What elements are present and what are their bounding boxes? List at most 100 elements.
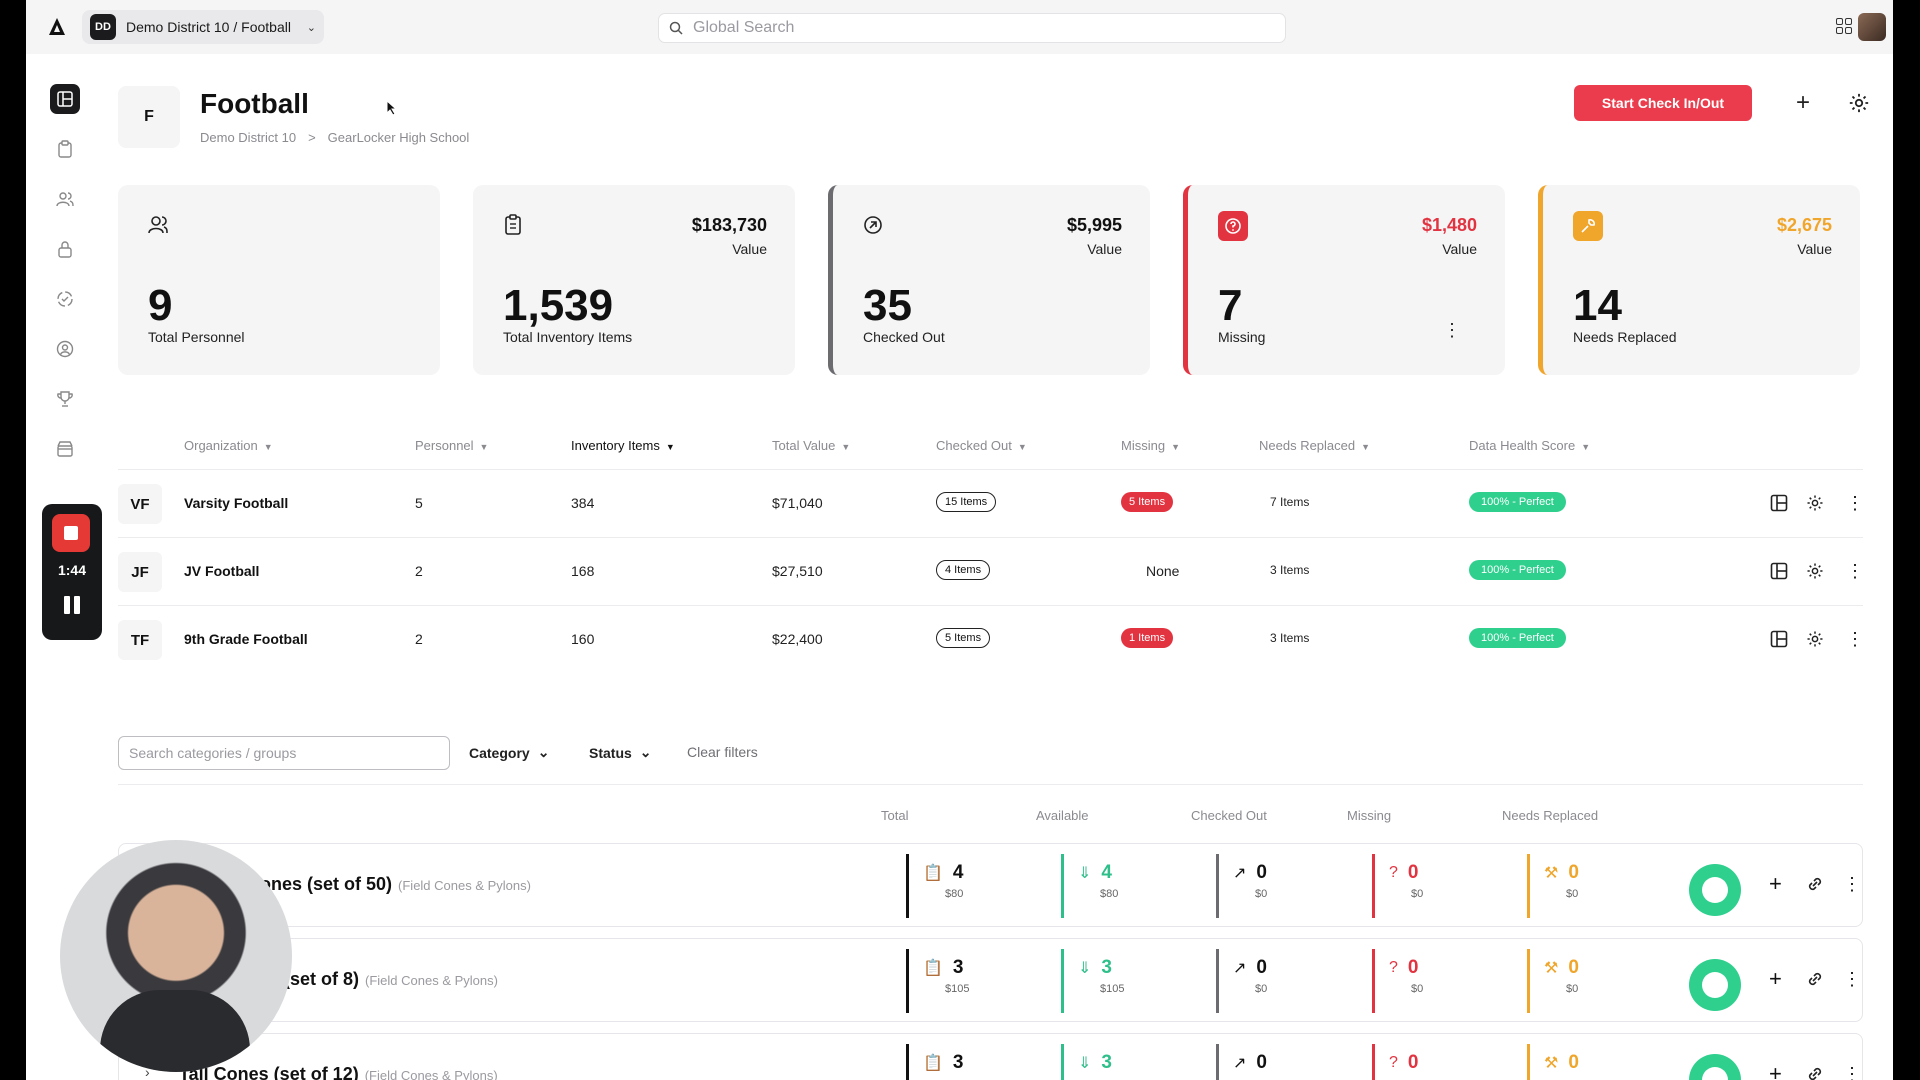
column-header-checked-out[interactable]: Checked Out ▼ bbox=[936, 438, 1027, 453]
settings-gear-icon[interactable] bbox=[1848, 92, 1870, 114]
status-filter-dropdown[interactable]: Status ⌄ bbox=[589, 744, 652, 761]
more-options-icon[interactable]: ⋮ bbox=[1843, 969, 1861, 989]
stat-card-checked-out[interactable]: $5,995 Value 35 Checked Out bbox=[828, 185, 1150, 375]
link-icon[interactable] bbox=[1805, 874, 1825, 894]
category-row[interactable]: › Tall Cones (set of 12) (Field Cones & P… bbox=[118, 1033, 1863, 1080]
add-icon[interactable]: + bbox=[1769, 871, 1782, 896]
more-options-icon[interactable]: ⋮ bbox=[1846, 493, 1864, 513]
column-header-data-health[interactable]: Data Health Score ▼ bbox=[1469, 438, 1591, 453]
gear-icon[interactable] bbox=[1806, 494, 1824, 512]
column-header-missing[interactable]: Missing ▼ bbox=[1121, 438, 1180, 453]
dashboard-icon[interactable] bbox=[1770, 562, 1788, 580]
more-options-icon[interactable]: ⋮ bbox=[1846, 561, 1864, 581]
category-row[interactable]: ons (set of 8) (Field Cones & Pylons) 📋 3 $… bbox=[118, 938, 1863, 1022]
dashboard-icon[interactable] bbox=[1770, 494, 1788, 512]
table-row[interactable]: VF Varsity Football 5 384 $71,040 15 Ite… bbox=[118, 469, 1864, 537]
checkout-icon: ↗ bbox=[1233, 1055, 1247, 1072]
add-icon[interactable]: + bbox=[1769, 1061, 1782, 1080]
lock-icon[interactable] bbox=[50, 234, 80, 264]
org-name[interactable]: Varsity Football bbox=[184, 495, 289, 511]
dashboard-icon[interactable] bbox=[50, 84, 80, 114]
column-header-organization[interactable]: Organization ▼ bbox=[184, 438, 273, 453]
top-bar: DD Demo District 10 / Football ⌄ bbox=[26, 0, 1893, 54]
checked-out-badge[interactable]: 5 Items bbox=[936, 628, 991, 648]
more-options-icon[interactable]: ⋮ bbox=[1443, 320, 1461, 340]
column-header-needs-replaced: Needs Replaced bbox=[1502, 808, 1599, 823]
org-name[interactable]: JV Football bbox=[184, 563, 260, 579]
category-search-input[interactable] bbox=[118, 736, 450, 770]
workspace-switcher[interactable]: DD Demo District 10 / Football ⌄ bbox=[82, 10, 324, 44]
add-icon[interactable]: + bbox=[1769, 966, 1782, 991]
category-name[interactable]: Cones (set of 50) (Field Cones & Pylons) bbox=[247, 874, 531, 894]
inventory-icon[interactable] bbox=[50, 134, 80, 164]
question-icon bbox=[1218, 211, 1248, 241]
column-header-missing: Missing bbox=[1347, 808, 1392, 823]
category-row[interactable]: Cones (set of 50) (Field Cones & Pylons) … bbox=[118, 843, 1863, 927]
global-search[interactable] bbox=[658, 13, 1286, 43]
wrench-icon: ⚒ bbox=[1544, 865, 1559, 882]
checked-out-badge[interactable]: 4 Items bbox=[936, 560, 991, 580]
search-icon bbox=[669, 21, 683, 35]
user-circle-icon[interactable] bbox=[50, 334, 80, 364]
table-row[interactable]: JF JV Football 2 168 $27,510 4 Items Non… bbox=[118, 537, 1864, 605]
store-icon[interactable] bbox=[50, 434, 80, 464]
breadcrumb-district[interactable]: Demo District 10 bbox=[200, 130, 297, 145]
gear-icon[interactable] bbox=[1806, 630, 1824, 648]
column-header-inventory-items[interactable]: Inventory Items ▼ bbox=[571, 438, 675, 453]
stat-value: $1,480 bbox=[1421, 215, 1477, 235]
question-icon: ? bbox=[1389, 1054, 1398, 1071]
stat-card-inventory[interactable]: $183,730 Value 1,539 Total Inventory Ite… bbox=[473, 185, 795, 375]
stat-checked-out: ↗ 0 $0 bbox=[1216, 949, 1267, 1013]
start-check-in-out-button[interactable]: Start Check In/Out bbox=[1574, 85, 1752, 121]
check-in-out-icon[interactable] bbox=[50, 284, 80, 314]
breadcrumb-school[interactable]: GearLocker High School bbox=[327, 130, 470, 145]
missing-badge[interactable]: 5 Items bbox=[1121, 492, 1174, 512]
pause-icon[interactable] bbox=[64, 596, 80, 614]
page-avatar: F bbox=[118, 86, 180, 148]
stop-recording-button[interactable] bbox=[52, 514, 90, 552]
stat-card-missing[interactable]: $1,480 Value 7 Missing ⋮ bbox=[1183, 185, 1505, 375]
dashboard-icon[interactable] bbox=[1770, 630, 1788, 648]
stat-number: 35 bbox=[863, 281, 912, 330]
clear-filters-link[interactable]: Clear filters bbox=[687, 744, 758, 760]
apps-grid-icon[interactable] bbox=[1836, 18, 1852, 34]
column-header-total-value[interactable]: Total Value ▼ bbox=[772, 438, 851, 453]
missing-badge[interactable]: 1 Items bbox=[1121, 628, 1174, 648]
inventory-count: 168 bbox=[571, 563, 595, 579]
global-search-input[interactable] bbox=[693, 19, 1253, 37]
recording-timer: 1:44 bbox=[57, 562, 87, 578]
stat-value-label: Value bbox=[1797, 241, 1832, 257]
stat-needs-replaced: ⚒ 0 $0 bbox=[1527, 949, 1579, 1013]
personnel-icon[interactable] bbox=[50, 184, 80, 214]
webcam-overlay[interactable] bbox=[60, 840, 292, 1072]
category-filter-dropdown[interactable]: Category ⌄ bbox=[469, 744, 550, 761]
breadcrumb: Demo District 10 > GearLocker High Schoo… bbox=[200, 130, 469, 145]
stat-card-personnel[interactable]: 9 Total Personnel bbox=[118, 185, 440, 375]
checked-out-badge[interactable]: 15 Items bbox=[936, 492, 997, 512]
gear-icon[interactable] bbox=[1806, 562, 1824, 580]
link-icon[interactable] bbox=[1805, 969, 1825, 989]
user-avatar[interactable] bbox=[1858, 13, 1886, 41]
app-window: DD Demo District 10 / Football ⌄ bbox=[26, 0, 1893, 1080]
column-header-available: Available bbox=[1036, 808, 1089, 823]
wrench-icon: ⚒ bbox=[1544, 960, 1559, 977]
app-logo-icon[interactable] bbox=[46, 16, 68, 38]
question-icon: ? bbox=[1389, 959, 1398, 976]
more-options-icon[interactable]: ⋮ bbox=[1846, 629, 1864, 649]
stat-label: Needs Replaced bbox=[1573, 329, 1677, 345]
more-options-icon[interactable]: ⋮ bbox=[1843, 1064, 1861, 1080]
trophy-icon[interactable] bbox=[50, 384, 80, 414]
org-name[interactable]: 9th Grade Football bbox=[184, 631, 308, 647]
chevron-right-icon[interactable]: › bbox=[145, 1064, 150, 1080]
add-icon[interactable]: + bbox=[1796, 89, 1811, 116]
stat-card-needs-replaced[interactable]: $2,675 Value 14 Needs Replaced bbox=[1538, 185, 1860, 375]
column-header-needs-replaced[interactable]: Needs Replaced ▼ bbox=[1259, 438, 1371, 453]
more-options-icon[interactable]: ⋮ bbox=[1843, 874, 1861, 894]
link-icon[interactable] bbox=[1805, 1064, 1825, 1080]
column-header-personnel[interactable]: Personnel ▼ bbox=[415, 438, 489, 453]
table-row[interactable]: TF 9th Grade Football 2 160 $22,400 5 It… bbox=[118, 605, 1864, 673]
stat-missing: ? 0 bbox=[1372, 1044, 1418, 1080]
wrench-icon bbox=[1573, 211, 1603, 241]
chevron-down-icon: ⌄ bbox=[537, 744, 550, 760]
divider bbox=[118, 784, 1863, 785]
